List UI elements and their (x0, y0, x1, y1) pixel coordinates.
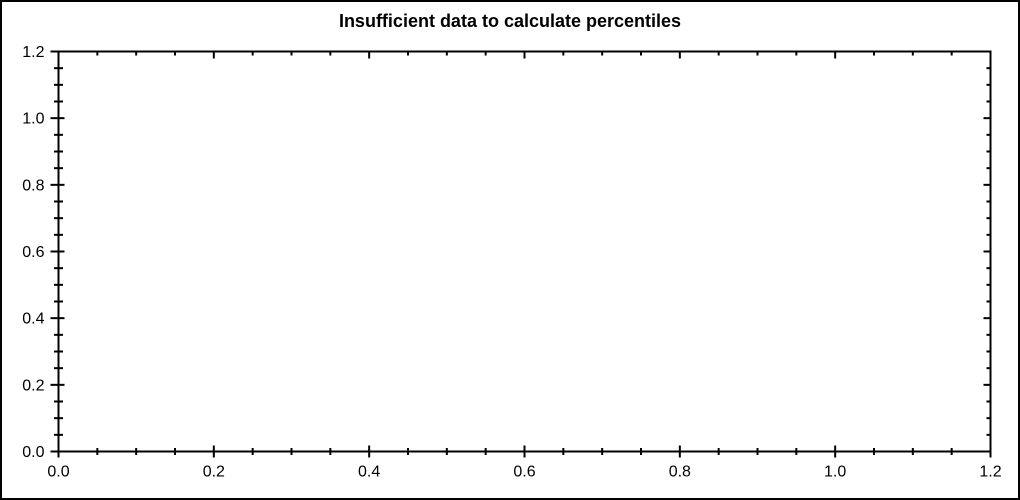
y-axis-tick-label: 0.6 (22, 244, 44, 261)
x-axis-tick-label: 0.8 (669, 464, 691, 481)
plot-border (57, 50, 992, 453)
y-axis-tick-label: 0.0 (22, 444, 44, 461)
x-axis-tick-label: 0.2 (203, 464, 225, 481)
x-axis-tick-label: 1.2 (979, 464, 1001, 481)
chart-title: Insufficient data to calculate percentil… (338, 11, 682, 31)
y-axis-tick-label: 0.2 (22, 377, 44, 394)
x-axis-tick-label: 0.6 (513, 464, 535, 481)
y-axis-tick-label: 1.2 (22, 44, 44, 61)
y-axis-tick-label: 0.4 (22, 311, 44, 328)
x-axis-tick-label: 0.0 (47, 464, 69, 481)
x-axis-tick-label: 1.0 (824, 464, 846, 481)
y-axis-tick-label: 0.8 (22, 177, 44, 194)
x-axis-tick-label: 0.4 (358, 464, 380, 481)
y-axis-tick-label: 1.0 (22, 111, 44, 128)
